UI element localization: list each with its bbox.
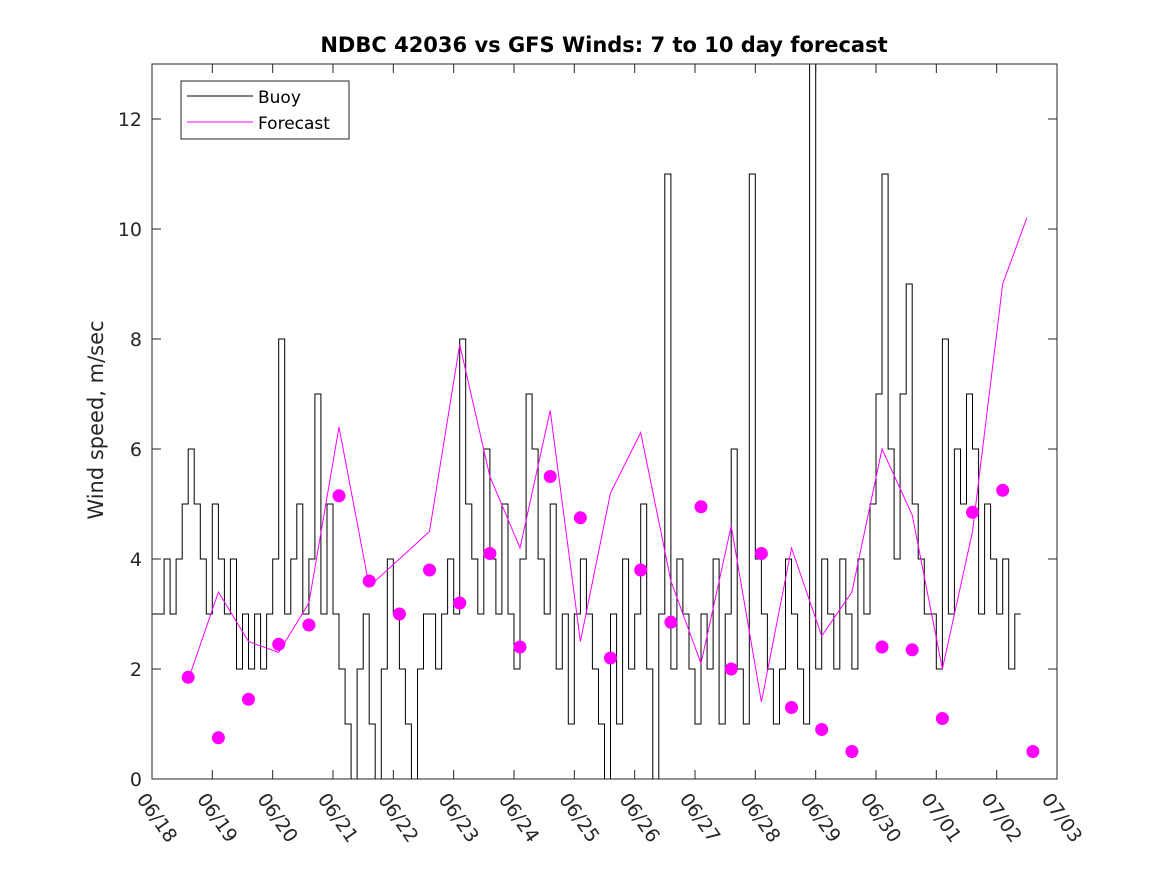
forecast-point — [332, 489, 346, 503]
plot-area — [152, 63, 1040, 780]
forecast-point — [423, 563, 436, 577]
forecast-point — [392, 607, 406, 621]
forecast-point — [754, 547, 768, 560]
forecast-point — [513, 640, 527, 654]
series-line-forecast — [187, 217, 1028, 703]
forecast-point — [362, 574, 376, 588]
forecast-point — [724, 662, 738, 676]
forecast-point — [604, 651, 617, 665]
y-tick-label: 4 — [130, 549, 142, 571]
forecast-point — [785, 701, 798, 714]
legend-buoy-label: Buoy — [258, 88, 301, 108]
chart-title: NDBC 42036 vs GFS Winds: 7 to 10 day for… — [320, 33, 887, 57]
forecast-point — [302, 618, 316, 632]
y-tick-label: 2 — [130, 659, 142, 681]
forecast-point — [905, 643, 919, 657]
forecast-point — [272, 637, 286, 651]
axes-box — [151, 63, 1058, 780]
forecast-point — [483, 547, 497, 560]
forecast-point — [694, 500, 708, 514]
forecast-point — [935, 712, 949, 725]
forecast-point — [634, 563, 648, 577]
forecast-point — [845, 745, 859, 758]
forecast-point — [573, 511, 587, 525]
forecast-point — [1026, 745, 1040, 758]
forecast-point — [211, 731, 225, 745]
legend: Buoy Forecast — [180, 80, 350, 140]
forecast-point — [996, 483, 1010, 497]
series-line-buoy — [152, 63, 1021, 780]
y-tick-label: 6 — [130, 439, 142, 461]
legend-forecast-label: Forecast — [258, 114, 330, 134]
forecast-point — [543, 470, 557, 483]
y-axis-label: Wind speed, m/sec — [84, 320, 108, 519]
forecast-point — [875, 640, 889, 654]
forecast-point — [966, 505, 979, 519]
y-tick-label: 10 — [118, 219, 142, 241]
forecast-point — [453, 596, 467, 610]
y-tick-label: 8 — [130, 329, 142, 351]
forecast-point — [664, 615, 678, 629]
legend-box — [180, 80, 350, 140]
forecast-point — [242, 692, 255, 706]
forecast-point — [181, 670, 195, 684]
y-tick-label: 0 — [130, 769, 142, 791]
y-tick-label: 12 — [118, 109, 142, 131]
forecast-point — [815, 723, 829, 736]
